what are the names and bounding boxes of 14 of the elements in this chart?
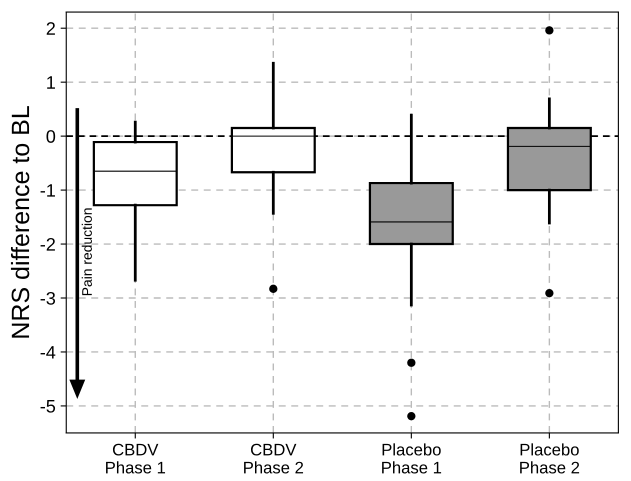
y-tick-label: 1 [47, 76, 55, 89]
y-tick-label: -3 [40, 292, 56, 305]
x-tick-label: CBDV Phase 2 [244, 444, 304, 474]
y-tick-label: -5 [40, 400, 56, 413]
x-tick-label: Placebo Phase 2 [520, 443, 580, 474]
y-axis-title: NRS difference to BL [10, 106, 30, 338]
y-tick-label: -1 [40, 184, 55, 197]
y-tick-label: 0 [46, 130, 56, 143]
x-tick-label: CBDV Phase 1 [106, 444, 166, 474]
y-tick-label: -4 [40, 346, 56, 359]
y-tick-label: -2 [40, 238, 55, 251]
y-tick-label: 2 [46, 22, 55, 35]
annotation: Pain reduction [82, 208, 92, 296]
x-tick-label: Placebo Phase 1 [382, 443, 442, 474]
